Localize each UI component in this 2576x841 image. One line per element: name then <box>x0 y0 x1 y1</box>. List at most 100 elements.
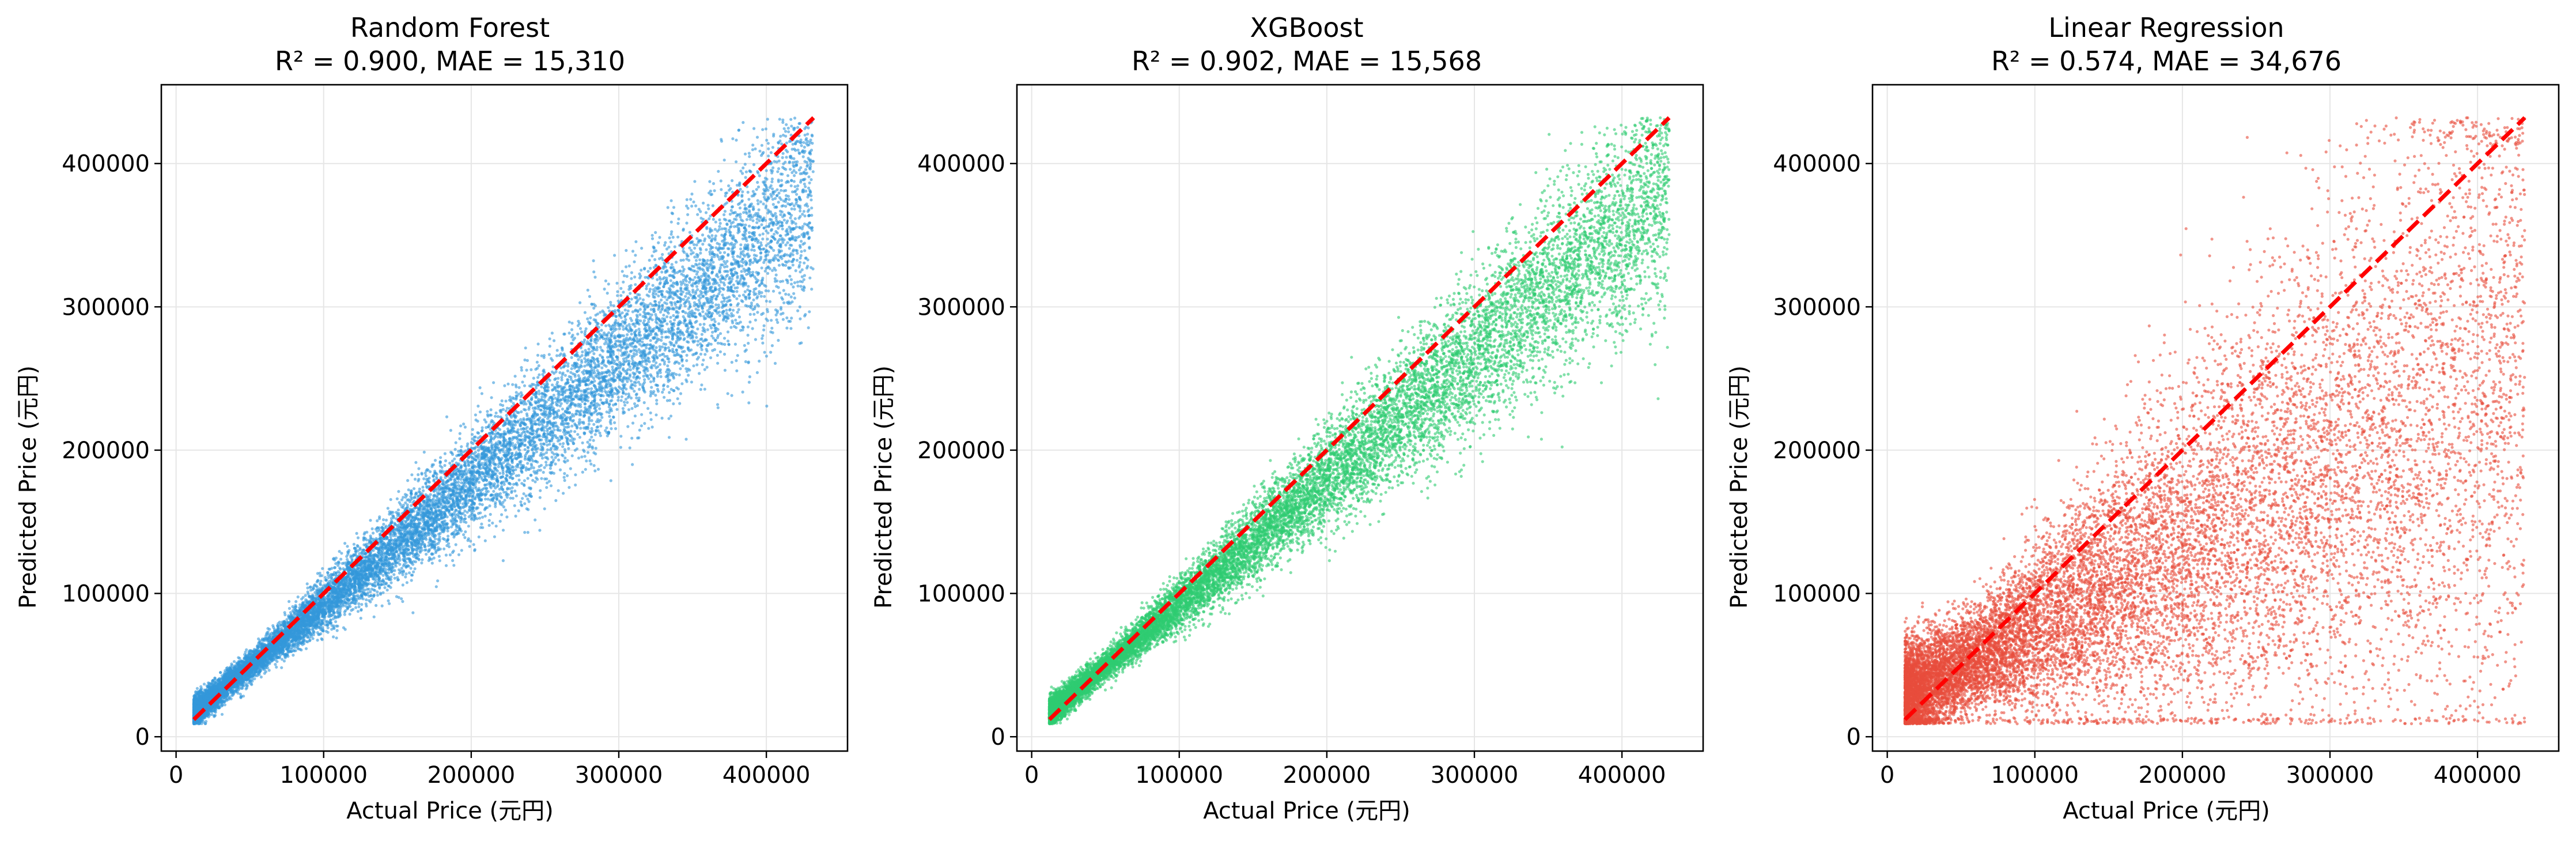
scatter-point <box>634 240 637 243</box>
scatter-point <box>464 425 467 428</box>
scatter-point <box>468 545 471 548</box>
scatter-point <box>577 457 580 459</box>
scatter-point <box>770 319 773 322</box>
scatter-point <box>727 392 729 395</box>
scatter-point <box>536 361 539 364</box>
scatter-point <box>630 407 633 410</box>
scatter-point <box>495 475 498 478</box>
scatter-point <box>668 436 671 439</box>
scatter-point <box>741 190 744 193</box>
scatter-point <box>793 208 796 210</box>
scatter-point <box>795 222 797 225</box>
scatter-point <box>410 567 413 570</box>
scatter-point <box>553 339 555 342</box>
scatter-point <box>783 218 786 221</box>
scatter-point <box>799 280 801 283</box>
panel-title-line1: Random Forest <box>350 12 550 43</box>
scatter-point <box>418 488 421 491</box>
scatter-point <box>767 289 770 292</box>
scatter-point <box>701 363 704 366</box>
scatter-point <box>621 395 623 398</box>
scatter-point <box>404 575 407 578</box>
scatter-point <box>625 265 627 268</box>
scatter-point <box>646 407 649 410</box>
scatter-point <box>459 432 462 435</box>
scatter-point <box>672 314 675 317</box>
scatter-point <box>761 128 764 131</box>
scatter-point <box>580 455 583 458</box>
scatter-point <box>697 340 699 342</box>
scatter-point <box>717 322 720 325</box>
scatter-point <box>657 242 660 244</box>
scatter-point <box>799 306 801 308</box>
scatter-point <box>438 555 441 558</box>
scatter-point <box>260 676 263 678</box>
scatter-point <box>781 119 784 122</box>
scatter-point <box>474 413 477 416</box>
scatter-point <box>761 144 763 147</box>
scatter-point <box>758 174 761 177</box>
scatter-point <box>701 310 704 313</box>
scatter-point <box>479 386 482 389</box>
scatter-point <box>795 269 797 272</box>
scatter-point <box>589 463 592 466</box>
scatter-point <box>642 299 645 301</box>
scatter-point <box>599 311 602 314</box>
scatter-point <box>675 306 678 309</box>
scatter-point <box>743 255 746 258</box>
scatter-point <box>650 308 653 311</box>
scatter-point <box>306 582 309 585</box>
scatter-point <box>690 380 693 383</box>
scatter-point <box>304 594 307 597</box>
scatter-point <box>782 318 785 321</box>
scatter-point <box>479 410 482 413</box>
scatter-point <box>785 142 788 145</box>
scatter-point <box>716 403 719 406</box>
scatter-point <box>696 357 699 360</box>
scatter-point <box>628 265 631 267</box>
scatter-point <box>723 213 725 216</box>
scatter-point <box>511 383 514 386</box>
scatter-point <box>695 285 698 288</box>
scatter-point <box>781 173 784 176</box>
scatter-point <box>719 332 722 335</box>
scatter-point <box>445 564 448 567</box>
scatter-point <box>769 300 771 303</box>
scatter-point <box>684 295 687 298</box>
scatter-point <box>782 190 785 193</box>
scatter-point <box>523 479 526 482</box>
scatter-point <box>763 295 766 298</box>
scatter-point <box>710 326 713 329</box>
scatter-point <box>778 160 781 163</box>
scatter-point <box>714 327 717 330</box>
scatter-point <box>570 322 573 325</box>
scatter-point <box>695 363 698 366</box>
scatter-point <box>600 416 603 419</box>
scatter-point <box>747 326 750 329</box>
scatter-point <box>735 359 737 362</box>
scatter-point <box>410 579 413 582</box>
scatter-point <box>613 421 616 424</box>
scatter-point <box>727 184 730 187</box>
scatter-point <box>549 467 552 470</box>
scatter-point <box>799 285 802 288</box>
scatter-point <box>382 518 385 521</box>
scatter-point <box>437 542 440 545</box>
scatter-point <box>617 396 620 399</box>
scatter-point <box>777 227 780 229</box>
scatter-point <box>735 369 738 372</box>
scatter-point <box>703 353 706 356</box>
scatter-point <box>655 402 658 405</box>
scatter-point <box>763 196 766 199</box>
scatter-point <box>678 402 681 405</box>
scatter-point <box>538 529 541 531</box>
scatter-point <box>600 349 603 352</box>
scatter-point <box>342 567 345 570</box>
scatter-point <box>758 208 761 211</box>
scatter-point <box>782 301 785 304</box>
scatter-point <box>736 276 739 279</box>
scatter-point <box>797 149 800 152</box>
scatter-point <box>316 639 319 642</box>
scatter-point <box>622 407 625 410</box>
